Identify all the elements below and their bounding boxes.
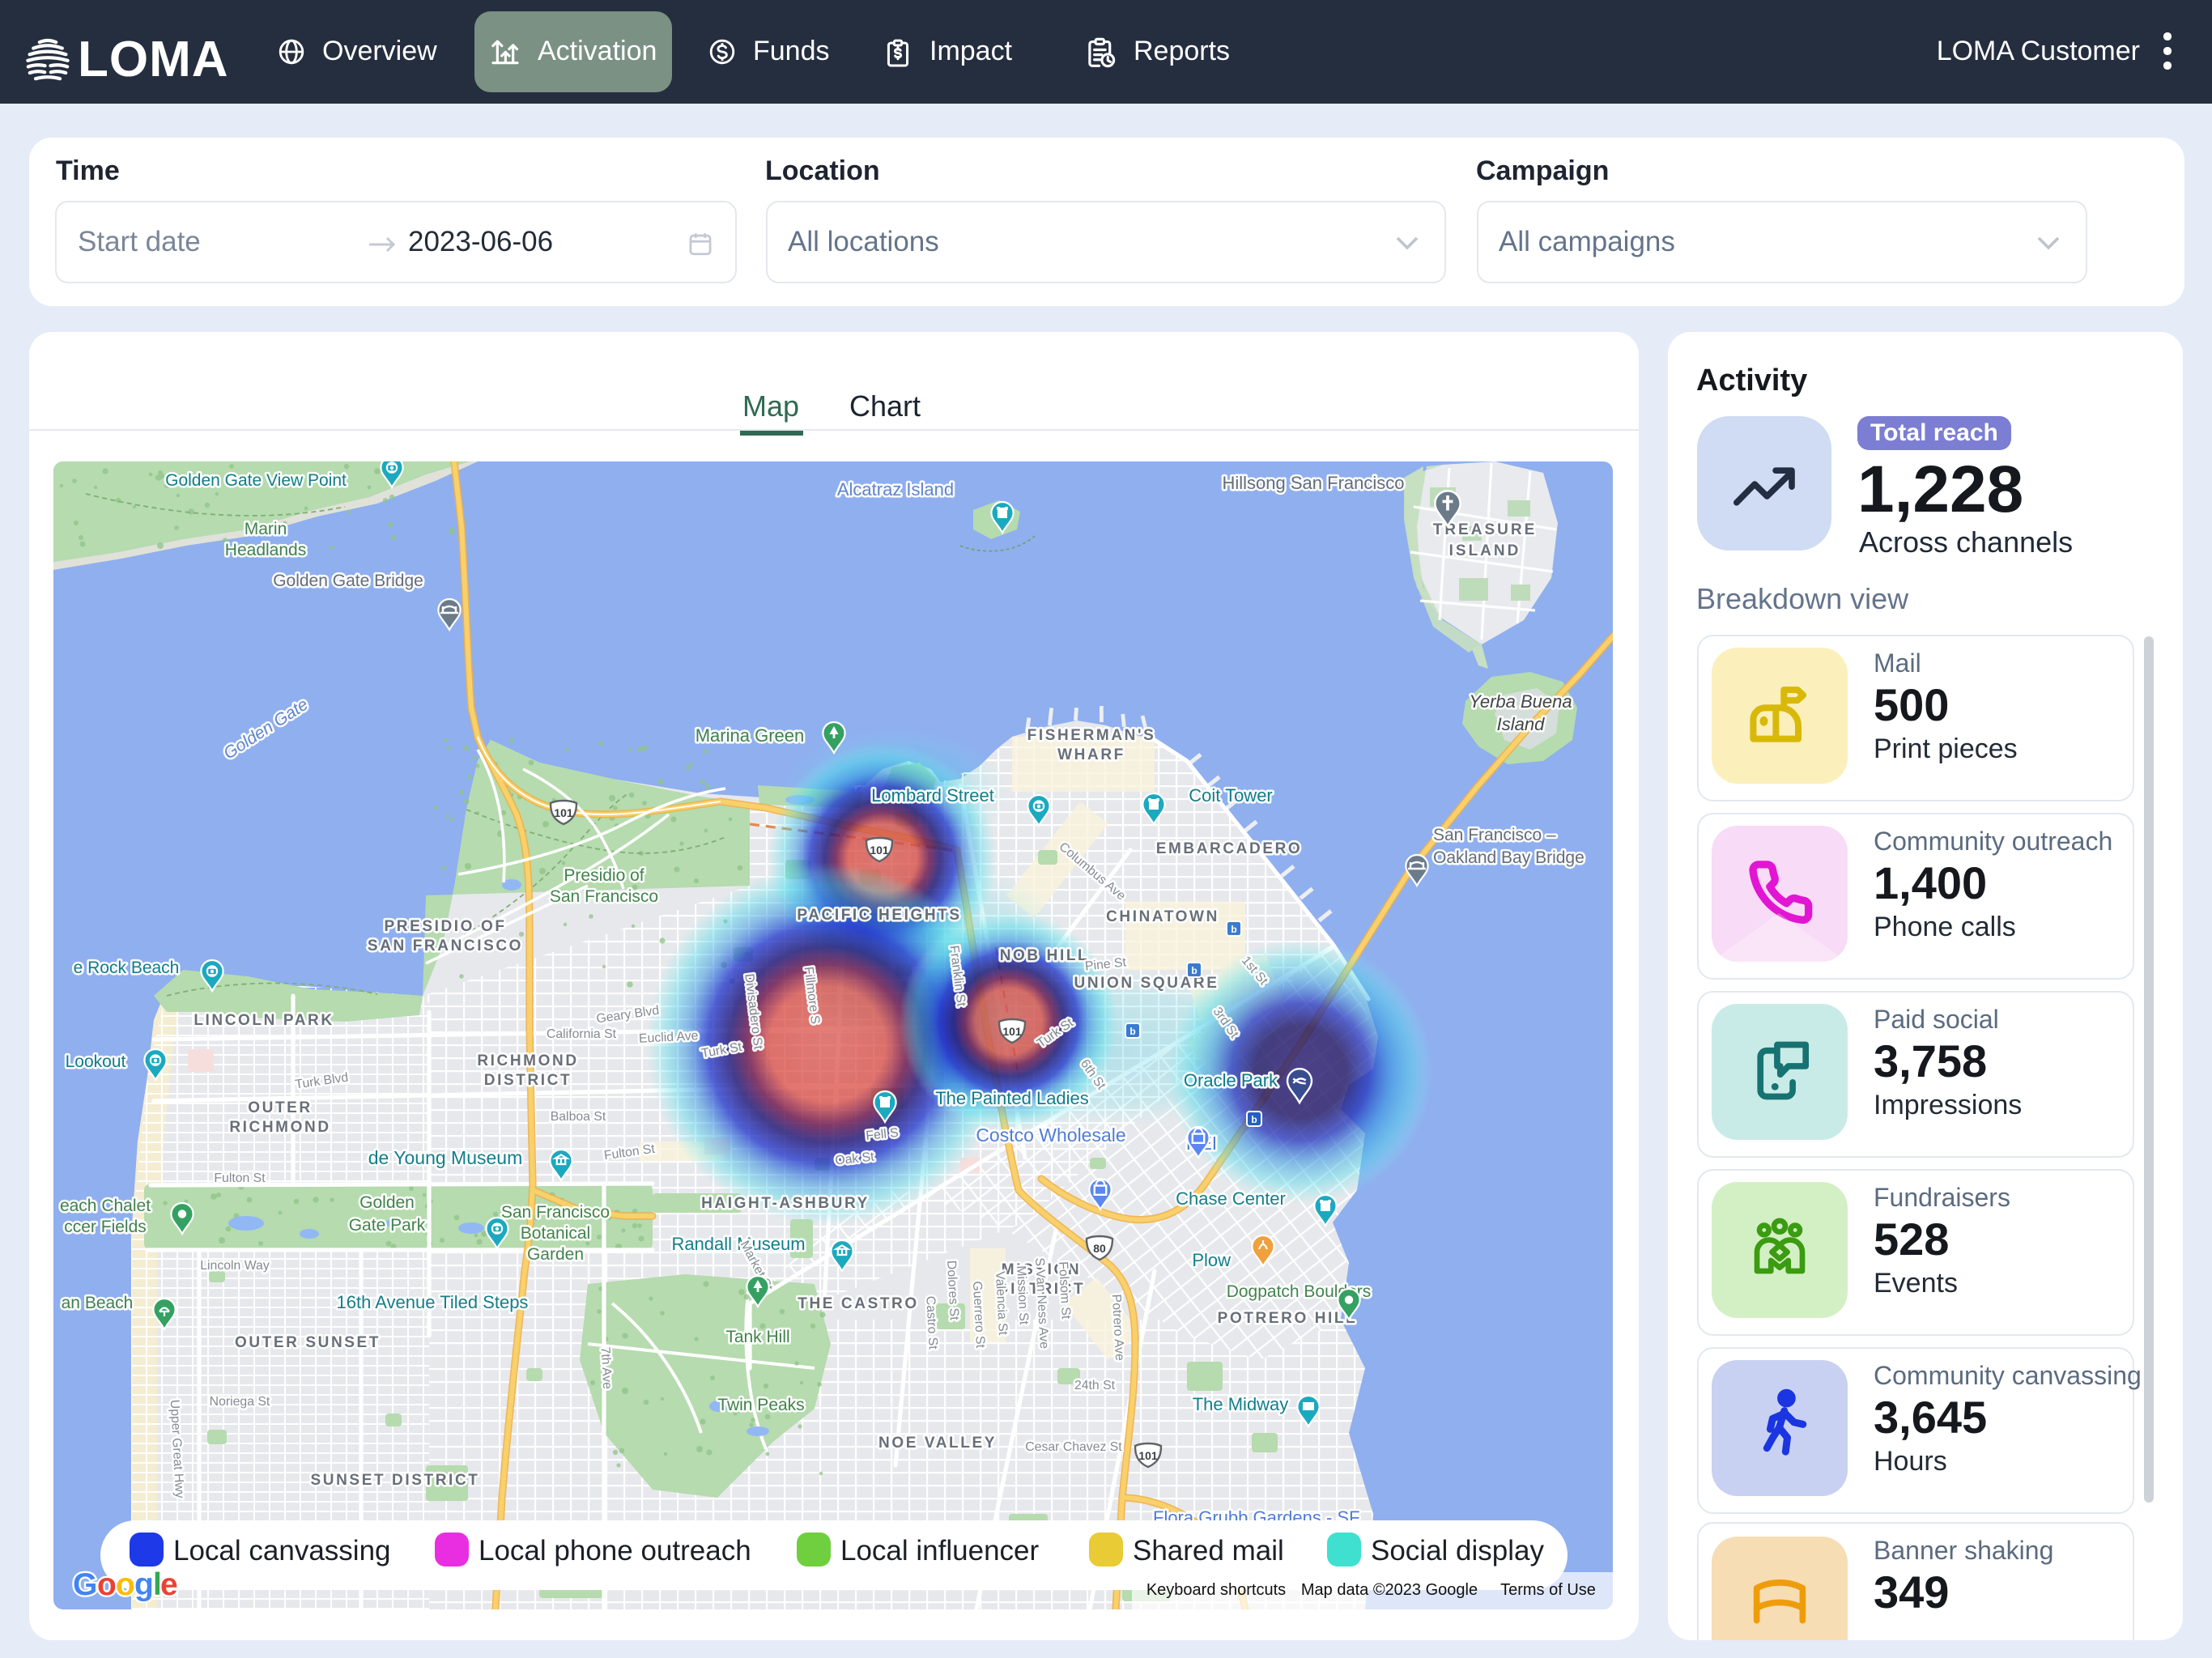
svg-text:EMBARCADERO: EMBARCADERO <box>1156 840 1303 857</box>
svg-text:RICHMOND: RICHMOND <box>229 1119 330 1136</box>
svg-text:DISTRICT: DISTRICT <box>484 1072 572 1089</box>
svg-text:g: g <box>134 1567 154 1602</box>
svg-text:Oakland Bay Bridge: Oakland Bay Bridge <box>1433 848 1585 867</box>
svg-text:TREASURE: TREASURE <box>1433 521 1538 538</box>
svg-text:Botanical: Botanical <box>521 1224 590 1243</box>
svg-text:Lookout: Lookout <box>66 1052 126 1071</box>
svg-text:Local influencer: Local influencer <box>840 1535 1039 1567</box>
svg-text:LINCOLN PARK: LINCOLN PARK <box>194 1012 334 1029</box>
svg-text:San Francisco –: San Francisco – <box>1433 826 1556 844</box>
svg-text:o: o <box>97 1567 117 1602</box>
svg-text:16th Avenue Tiled Steps: 16th Avenue Tiled Steps <box>337 1292 529 1312</box>
svg-text:Map data ©2023 Google: Map data ©2023 Google <box>1301 1581 1478 1599</box>
svg-text:DISTRICT: DISTRICT <box>998 1281 1085 1298</box>
svg-text:Headlands: Headlands <box>225 541 306 559</box>
svg-text:THE CASTRO: THE CASTRO <box>798 1295 919 1312</box>
svg-text:Randall Museum: Randall Museum <box>671 1234 805 1254</box>
svg-text:ISLAND: ISLAND <box>1449 542 1521 559</box>
svg-text:G: G <box>73 1567 97 1602</box>
svg-text:b: b <box>1231 924 1236 935</box>
svg-text:S Van Ness Ave: S Van Ness Ave <box>1032 1257 1051 1350</box>
svg-text:101: 101 <box>870 844 889 857</box>
svg-text:Coit Tower: Coit Tower <box>1189 785 1273 806</box>
svg-text:Gate Park: Gate Park <box>349 1216 426 1235</box>
svg-text:The Midway: The Midway <box>1193 1394 1289 1414</box>
svg-text:each Chalet: each Chalet <box>60 1197 151 1215</box>
svg-text:California St: California St <box>547 1027 617 1041</box>
svg-text:The Painted Ladies: The Painted Ladies <box>935 1088 1089 1108</box>
svg-text:Keyboard shortcuts: Keyboard shortcuts <box>1146 1581 1286 1599</box>
svg-text:OUTER: OUTER <box>248 1099 313 1116</box>
svg-text:Shared mail: Shared mail <box>1133 1535 1284 1567</box>
svg-text:NOB HILL: NOB HILL <box>1000 947 1090 964</box>
svg-text:SAN FRANCISCO: SAN FRANCISCO <box>368 937 523 954</box>
svg-text:e Rock Beach: e Rock Beach <box>74 959 180 977</box>
svg-text:Lombard Street: Lombard Street <box>871 785 994 806</box>
svg-text:CHINATOWN: CHINATOWN <box>1106 908 1219 925</box>
svg-text:POTRERO HILL: POTRERO HILL <box>1218 1310 1358 1327</box>
svg-text:Garden: Garden <box>527 1245 584 1264</box>
svg-text:Island: Island <box>1497 714 1545 734</box>
svg-text:b: b <box>1191 965 1197 976</box>
svg-text:o: o <box>116 1567 135 1602</box>
svg-text:SUNSET DISTRICT: SUNSET DISTRICT <box>311 1472 480 1489</box>
svg-text:an Beach: an Beach <box>62 1294 134 1312</box>
svg-text:Oak St: Oak St <box>835 1150 875 1167</box>
svg-text:Tank Hill: Tank Hill <box>725 1328 789 1346</box>
svg-text:Local canvassing: Local canvassing <box>173 1535 391 1567</box>
svg-text:PACIFIC HEIGHTS: PACIFIC HEIGHTS <box>797 907 961 924</box>
svg-text:l: l <box>153 1567 162 1602</box>
svg-text:Golden Gate View Point: Golden Gate View Point <box>165 471 347 490</box>
svg-text:HAIGHT-ASHBURY: HAIGHT-ASHBURY <box>701 1195 870 1212</box>
svg-text:Noriega St: Noriega St <box>210 1395 270 1409</box>
svg-text:Castro St: Castro St <box>923 1295 939 1350</box>
svg-text:Golden Gate Bridge: Golden Gate Bridge <box>273 572 423 590</box>
svg-text:Oracle Park: Oracle Park <box>1184 1070 1278 1090</box>
svg-text:b: b <box>1129 1026 1135 1037</box>
svg-text:MISSION: MISSION <box>1002 1261 1081 1278</box>
svg-text:Costco Wholesale: Costco Wholesale <box>976 1124 1125 1146</box>
svg-text:101: 101 <box>1002 1025 1022 1038</box>
svg-text:80: 80 <box>1093 1242 1106 1255</box>
svg-text:Hillsong San Francisco: Hillsong San Francisco <box>1223 473 1405 493</box>
svg-text:b: b <box>1251 1114 1257 1125</box>
svg-text:NOE VALLEY: NOE VALLEY <box>878 1435 997 1452</box>
svg-text:Cesar Chavez St: Cesar Chavez St <box>1025 1440 1122 1454</box>
svg-text:San Francisco: San Francisco <box>501 1203 610 1222</box>
svg-text:Chase Center: Chase Center <box>1176 1188 1286 1209</box>
svg-text:24th St: 24th St <box>1074 1379 1116 1392</box>
svg-text:Balboa St: Balboa St <box>551 1110 606 1124</box>
svg-text:Fulton St: Fulton St <box>214 1171 266 1185</box>
svg-text:PRESIDIO OF: PRESIDIO OF <box>384 918 506 935</box>
svg-text:Terms of Use: Terms of Use <box>1500 1581 1596 1599</box>
svg-text:San Francisco: San Francisco <box>550 887 658 906</box>
svg-text:Potrero Ave: Potrero Ave <box>1109 1294 1126 1361</box>
svg-text:Twin Peaks: Twin Peaks <box>717 1396 804 1414</box>
svg-text:WHARF: WHARF <box>1057 746 1125 763</box>
svg-text:101: 101 <box>554 806 573 819</box>
svg-text:Plow: Plow <box>1192 1250 1231 1270</box>
svg-text:Social display: Social display <box>1371 1535 1544 1567</box>
svg-text:ccer Fields: ccer Fields <box>64 1218 147 1236</box>
svg-text:OUTER SUNSET: OUTER SUNSET <box>235 1334 381 1351</box>
svg-text:Golden: Golden <box>359 1193 415 1212</box>
svg-text:Yerba Buena: Yerba Buena <box>1469 691 1572 712</box>
svg-text:Lincoln Way: Lincoln Way <box>200 1259 270 1273</box>
svg-text:Marina Green: Marina Green <box>696 725 805 746</box>
svg-text:de Young Museum: de Young Museum <box>368 1147 523 1168</box>
svg-text:Presidio of: Presidio of <box>564 866 644 885</box>
svg-text:101: 101 <box>1138 1449 1158 1462</box>
svg-text:Marin: Marin <box>245 520 287 538</box>
svg-text:e: e <box>160 1567 178 1602</box>
svg-text:7th Ave: 7th Ave <box>598 1346 615 1389</box>
svg-text:Local phone outreach: Local phone outreach <box>479 1535 751 1567</box>
svg-text:FISHERMAN'S: FISHERMAN'S <box>1027 727 1156 744</box>
svg-text:RICHMOND: RICHMOND <box>477 1052 578 1069</box>
svg-text:Alcatraz Island: Alcatraz Island <box>837 479 954 500</box>
